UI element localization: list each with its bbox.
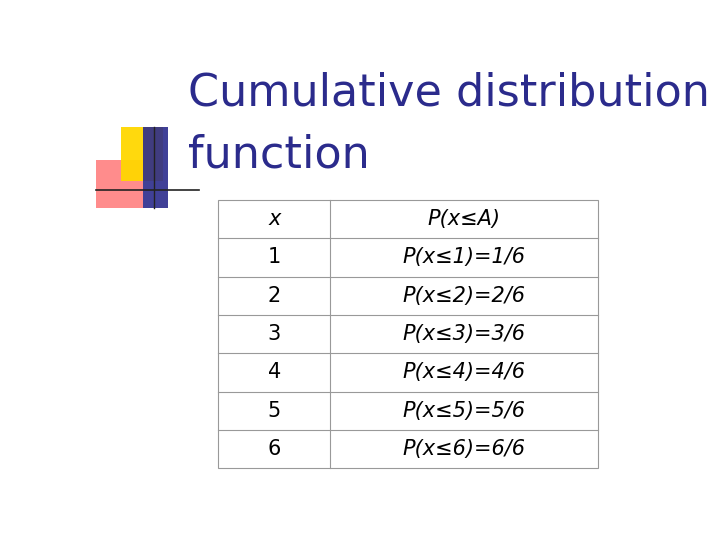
Text: 1: 1 (268, 247, 281, 267)
Text: 5: 5 (268, 401, 281, 421)
FancyBboxPatch shape (121, 127, 163, 181)
Text: 4: 4 (268, 362, 281, 382)
FancyBboxPatch shape (143, 127, 168, 208)
Text: P(x≤5)=5/6: P(x≤5)=5/6 (402, 401, 526, 421)
FancyBboxPatch shape (96, 160, 143, 208)
Text: P(x≤3)=3/6: P(x≤3)=3/6 (402, 324, 526, 344)
Text: P(x≤1)=1/6: P(x≤1)=1/6 (402, 247, 526, 267)
Text: Cumulative distribution: Cumulative distribution (188, 71, 709, 114)
Text: function: function (188, 133, 369, 177)
Text: P(x≤4)=4/6: P(x≤4)=4/6 (402, 362, 526, 382)
Text: P(x≤2)=2/6: P(x≤2)=2/6 (402, 286, 526, 306)
Text: 3: 3 (268, 324, 281, 344)
Text: x: x (268, 209, 281, 229)
Text: P(x≤6)=6/6: P(x≤6)=6/6 (402, 439, 526, 459)
Text: P(x≤A): P(x≤A) (428, 209, 500, 229)
Text: 2: 2 (268, 286, 281, 306)
Text: 6: 6 (268, 439, 281, 459)
